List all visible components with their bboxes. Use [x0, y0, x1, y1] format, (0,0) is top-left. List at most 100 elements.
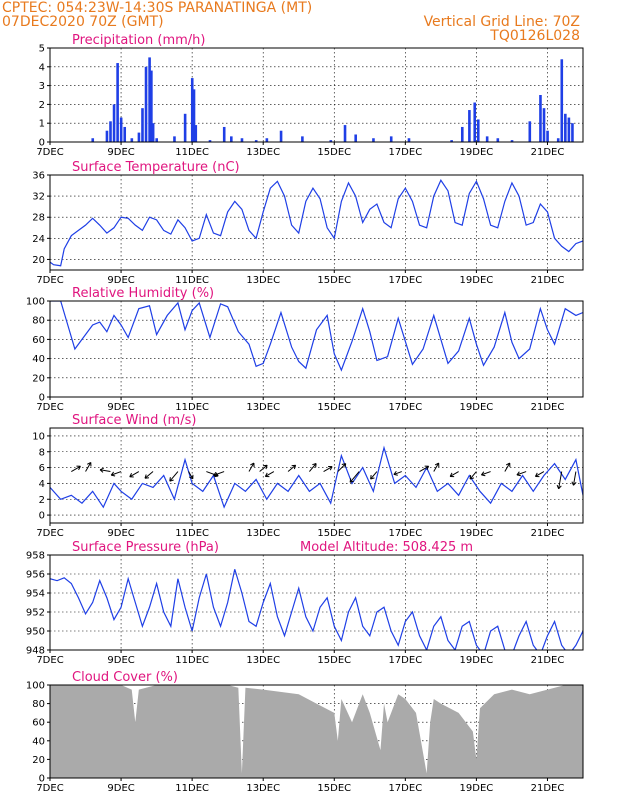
- temperature-frame: [49, 174, 584, 271]
- precip-xtick-3: 13DEC: [246, 147, 280, 158]
- precip-bar-5: [119, 117, 123, 142]
- humidity-ytick-3: 60: [32, 335, 45, 346]
- wind-arrow-27: [534, 471, 545, 478]
- wind-xtick-0: 7DEC: [36, 528, 63, 539]
- precip-bar-31: [372, 138, 375, 142]
- cloud-ytick-5: 100: [26, 681, 45, 692]
- wind-arrow-20: [419, 465, 430, 472]
- humidity-ytick-4: 80: [32, 316, 45, 327]
- precip-bar-42: [528, 121, 532, 142]
- precip-bar-15: [173, 136, 176, 142]
- cloud-ytick-0: 0: [39, 774, 45, 785]
- wind-frame: [49, 427, 584, 524]
- pressure-ytick-2: 952: [26, 608, 45, 619]
- cloud-frame: [49, 684, 584, 779]
- humidity-xtick-6: 19DEC: [460, 402, 494, 413]
- precip-xtick-4: 15DEC: [317, 147, 351, 158]
- wind-arrow-24: [481, 471, 491, 477]
- precip-bar-27: [301, 136, 304, 142]
- precip-bar-49: [567, 117, 571, 142]
- precip-bar-48: [564, 113, 567, 142]
- wind-arrow-11: [259, 464, 268, 472]
- humidity-xtick-3: 13DEC: [246, 402, 280, 413]
- wind-xtick-7: 21DEC: [531, 528, 565, 539]
- pressure-ytick-3: 954: [26, 589, 45, 600]
- precip-xtick-7: 21DEC: [531, 147, 565, 158]
- precip-bar-40: [496, 138, 500, 142]
- cloud-panel: 0 20 40 60 80 100 7DEC 9DEC 11DEC 13DEC 15DEC 17DEC…: [26, 670, 584, 794]
- pressure-ytick-5: 958: [26, 551, 45, 562]
- precip-bar-30: [354, 134, 357, 142]
- humidity-title: Relative Humidity (%): [72, 286, 214, 301]
- precip-bar-36: [468, 110, 471, 142]
- precip-bar-0: [91, 138, 95, 142]
- wind-arrow-5: [144, 471, 154, 479]
- temperature-xtick-0: 7DEC: [36, 275, 63, 286]
- pressure-ytick-1: 950: [26, 627, 45, 638]
- cloud-xtick-0: 7DEC: [36, 783, 63, 794]
- humidity-xtick-1: 9DEC: [107, 402, 134, 413]
- wind-xtick-1: 9DEC: [107, 528, 134, 539]
- cloud-xtick-7: 21DEC: [531, 783, 565, 794]
- pressure-xtick-5: 17DEC: [388, 655, 422, 666]
- precip-bar-7: [130, 138, 134, 142]
- wind-arrow-15: [323, 465, 333, 472]
- wind-ytick-1: 2: [39, 495, 45, 506]
- humidity-xtick-2: 11DEC: [175, 402, 209, 413]
- precip-bar-50: [571, 123, 574, 142]
- precip-bar-38: [476, 119, 480, 142]
- humidity-xtick-5: 17DEC: [388, 402, 422, 413]
- precip-bar-19: [194, 125, 198, 142]
- temperature-ytick-4: 36: [32, 171, 45, 182]
- precip-bar-16: [183, 113, 187, 142]
- temperature-xtick-7: 21DEC: [531, 275, 565, 286]
- precip-bar-47: [560, 59, 564, 142]
- pressure-line: [50, 569, 583, 650]
- humidity-xtick-7: 21DEC: [531, 402, 565, 413]
- temperature-xtick-1: 9DEC: [107, 275, 134, 286]
- cloud-title: Cloud Cover (%): [72, 670, 178, 685]
- wind-arrow-29: [571, 471, 577, 486]
- precip-ytick-1: 1: [39, 119, 45, 130]
- temperature-ytick-0: 20: [32, 255, 45, 266]
- precip-ytick-0: 0: [39, 138, 45, 149]
- wind-xtick-6: 19DEC: [460, 528, 494, 539]
- humidity-ytick-1: 20: [32, 373, 45, 384]
- cloud-xtick-1: 9DEC: [107, 783, 134, 794]
- wind-ytick-2: 4: [39, 479, 45, 490]
- cloud-xtick-5: 17DEC: [388, 783, 422, 794]
- precip-bar-2: [109, 121, 112, 142]
- wind-line: [50, 445, 583, 509]
- precip-bar-45: [546, 130, 549, 142]
- precip-xtick-1: 9DEC: [107, 147, 134, 158]
- wind-arrow-0: [71, 465, 81, 472]
- precip-bar-21: [222, 126, 226, 142]
- temperature-xtick-5: 17DEC: [388, 275, 422, 286]
- humidity-ytick-0: 0: [39, 393, 45, 404]
- precip-ytick-5: 5: [39, 44, 45, 55]
- pressure-xtick-7: 21DEC: [531, 655, 565, 666]
- cloud-xtick-6: 19DEC: [460, 783, 494, 794]
- precip-bar-25: [265, 138, 269, 142]
- wind-arrow-25: [504, 462, 511, 472]
- cloud-xtick-2: 11DEC: [175, 783, 209, 794]
- precip-title: Precipitation (mm/h): [72, 33, 205, 48]
- precip-bar-41: [510, 140, 514, 142]
- precip-bar-12: [150, 70, 153, 142]
- cloud-area: [50, 685, 583, 778]
- precip-bar-34: [450, 140, 453, 142]
- wind-arrow-12: [264, 471, 275, 478]
- precip-ytick-2: 2: [39, 100, 45, 111]
- precip-bar-11: [148, 57, 151, 142]
- wind-arrow-4: [129, 471, 140, 478]
- wind-arrow-9: [213, 471, 225, 477]
- wind-xtick-5: 17DEC: [388, 528, 422, 539]
- precip-bar-6: [123, 126, 127, 142]
- wind-xtick-4: 15DEC: [317, 528, 351, 539]
- precip-bar-18: [192, 89, 196, 142]
- wind-ytick-5: 10: [32, 431, 45, 442]
- precip-bar-9: [141, 108, 144, 142]
- precip-bar-33: [407, 138, 411, 142]
- wind-arrow-14: [309, 463, 317, 472]
